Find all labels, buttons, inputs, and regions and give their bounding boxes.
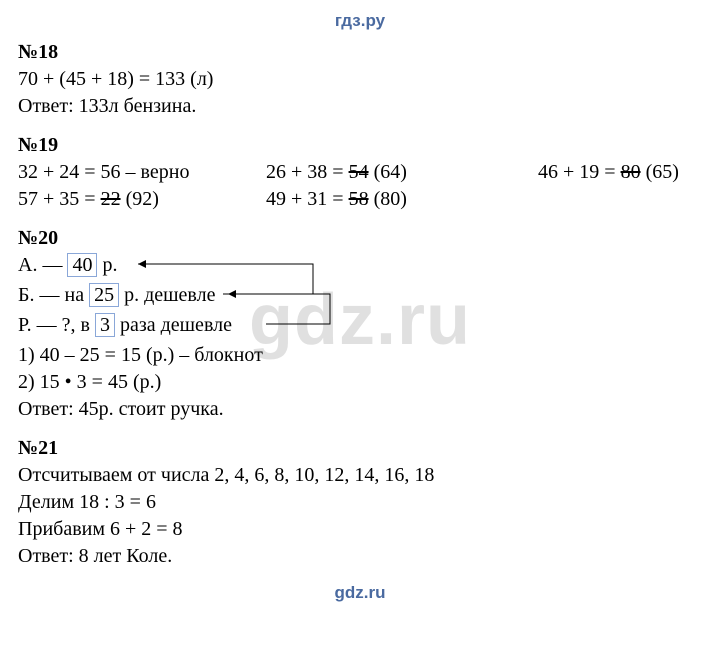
text-line: Прибавим 6 + 2 = 8	[18, 516, 702, 543]
eq-cell: 46 + 19 = 80 (65)	[538, 159, 702, 186]
eq-cell: 26 + 38 = 54 (64)	[266, 159, 538, 186]
equation-row: 57 + 35 = 22 (92) 49 + 31 = 58 (80)	[18, 186, 702, 213]
site-header: гдз.ру	[18, 10, 702, 33]
eq-text: (65)	[641, 161, 679, 183]
problem-number: №18	[18, 39, 702, 66]
label: Р. — ?, в	[18, 314, 95, 336]
boxed-value: 3	[95, 313, 115, 337]
page-content: гдз.ру №18 70 + (45 + 18) = 133 (л) Отве…	[0, 0, 720, 605]
problem-18: №18 70 + (45 + 18) = 133 (л) Ответ: 133л…	[18, 39, 702, 120]
text-line: Отсчитываем от числа 2, 4, 6, 8, 10, 12,…	[18, 462, 702, 489]
problem-21: №21 Отсчитываем от числа 2, 4, 6, 8, 10,…	[18, 435, 702, 570]
problem-number: №20	[18, 225, 702, 252]
boxed-value: 25	[89, 283, 119, 307]
strike-value: 54	[349, 161, 369, 183]
eq-text: 57 + 35 =	[18, 188, 101, 210]
diagram-line-r: Р. — ?, в 3 раза дешевле	[18, 312, 232, 339]
label: Б. — на	[18, 284, 89, 306]
boxed-value: 40	[67, 253, 97, 277]
diagram-line-b: Б. — на 25 р. дешевле	[18, 282, 215, 309]
equation-row: 32 + 24 = 56 – верно 26 + 38 = 54 (64) 4…	[18, 159, 702, 186]
text-line: 2) 15 • 3 = 45 (р.)	[18, 369, 702, 396]
label: раза дешевле	[115, 314, 232, 336]
strike-value: 22	[101, 188, 121, 210]
problem-19: №19 32 + 24 = 56 – верно 26 + 38 = 54 (6…	[18, 132, 702, 213]
text-line: Ответ: 8 лет Коле.	[18, 543, 702, 570]
eq-text: 26 + 38 =	[266, 161, 349, 183]
label: р. дешевле	[119, 284, 215, 306]
strike-value: 80	[621, 161, 641, 183]
problem-number: №21	[18, 435, 702, 462]
text-line: Делим 18 : 3 = 6	[18, 489, 702, 516]
diagram-line-a: А. — 40 р.	[18, 252, 117, 279]
label: р.	[97, 254, 117, 276]
text-line: 70 + (45 + 18) = 133 (л)	[18, 66, 702, 93]
label: А. —	[18, 254, 67, 276]
eq-text: (80)	[369, 188, 407, 210]
eq-cell: 32 + 24 = 56 – верно	[18, 159, 266, 186]
eq-text: 46 + 19 =	[538, 161, 621, 183]
eq-cell: 49 + 31 = 58 (80)	[266, 186, 538, 213]
problem-number: №19	[18, 132, 702, 159]
text-line: Ответ: 45р. стоит ручка.	[18, 396, 702, 423]
problem-20: №20 А. — 40 р. Б. — на 25 р. дешевле Р. …	[18, 225, 702, 423]
eq-cell: 57 + 35 = 22 (92)	[18, 186, 266, 213]
strike-value: 58	[349, 188, 369, 210]
text-line: Ответ: 133л бензина.	[18, 93, 702, 120]
site-footer: gdz.ru	[18, 582, 702, 605]
eq-text: (64)	[369, 161, 407, 183]
text-line: 1) 40 – 25 = 15 (р.) – блокнот	[18, 342, 702, 369]
price-diagram: А. — 40 р. Б. — на 25 р. дешевле Р. — ?,…	[18, 252, 358, 342]
eq-text: (92)	[121, 188, 159, 210]
eq-text: 49 + 31 =	[266, 188, 349, 210]
